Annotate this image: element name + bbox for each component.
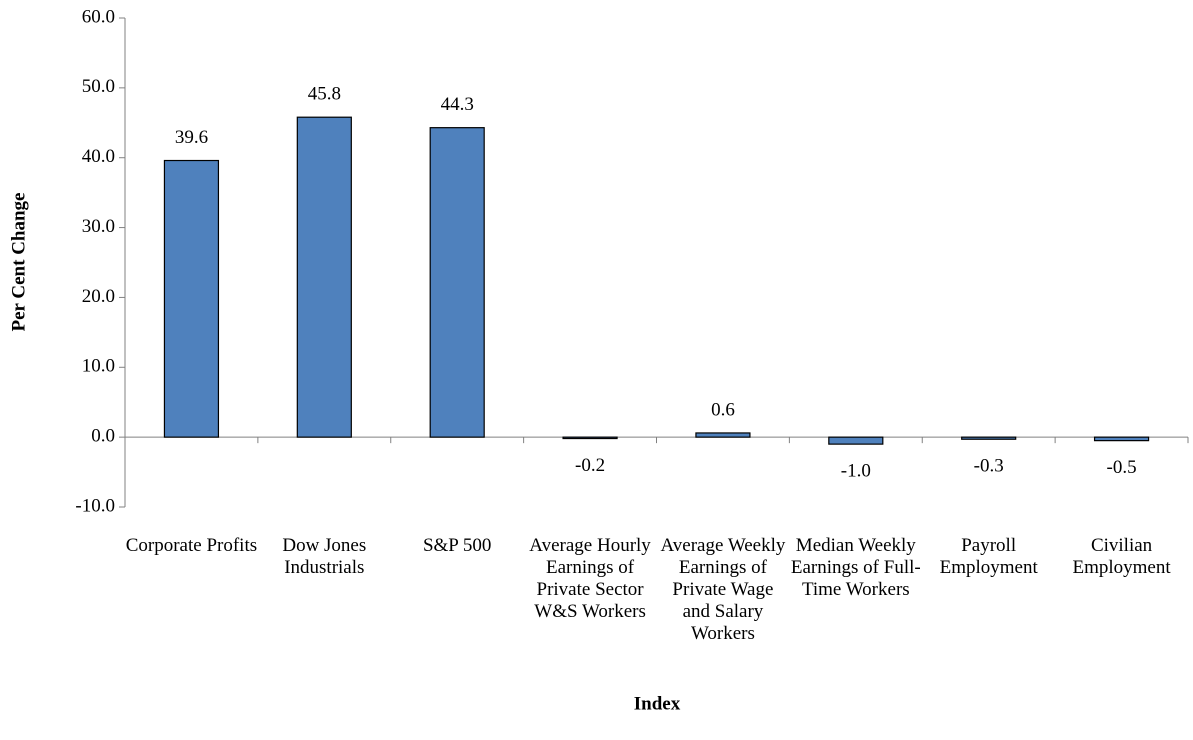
value-label: -0.3	[974, 456, 1004, 477]
x-tick-label: Civilian Employment	[1072, 535, 1171, 578]
x-tick-label: Dow Jones Industrials	[282, 535, 367, 578]
x-tick-label: Corporate Profits	[125, 535, 258, 556]
value-label: 0.6	[711, 399, 735, 420]
bar	[1093, 436, 1150, 442]
value-label: 44.3	[441, 94, 474, 115]
y-tick-label: 0.0	[91, 426, 115, 447]
y-tick-label: -10.0	[75, 495, 115, 516]
value-label: 39.6	[175, 127, 208, 148]
y-tick-label: 30.0	[82, 216, 115, 237]
value-label: -1.0	[841, 460, 871, 481]
bar	[828, 436, 884, 445]
bar	[562, 436, 618, 440]
bar	[695, 432, 751, 438]
value-label: 45.8	[308, 84, 341, 105]
x-tick-label: Average Weekly Earnings of Private Wage …	[660, 535, 786, 644]
y-tick-label: 60.0	[82, 6, 115, 27]
value-label: -0.2	[575, 455, 605, 476]
y-tick-label: 40.0	[82, 146, 115, 167]
bar	[163, 159, 220, 438]
bar	[296, 116, 352, 438]
x-tick-label: Average Hourly Earnings of Private Secto…	[529, 535, 651, 622]
y-tick-label: 50.0	[82, 76, 115, 97]
x-tick-label: Payroll Employment	[939, 535, 1038, 578]
y-tick-label: 10.0	[82, 356, 115, 377]
y-axis-title: Per Cent Change	[8, 193, 29, 332]
value-label: -0.5	[1107, 457, 1137, 478]
bar	[429, 127, 485, 438]
x-tick-label: S&P 500	[422, 535, 492, 556]
x-tick-label: Median Weekly Earnings of Full-Time Work…	[790, 535, 921, 600]
x-axis-title: Index	[634, 693, 681, 714]
y-tick-label: 20.0	[82, 286, 115, 307]
bar	[961, 436, 1017, 440]
